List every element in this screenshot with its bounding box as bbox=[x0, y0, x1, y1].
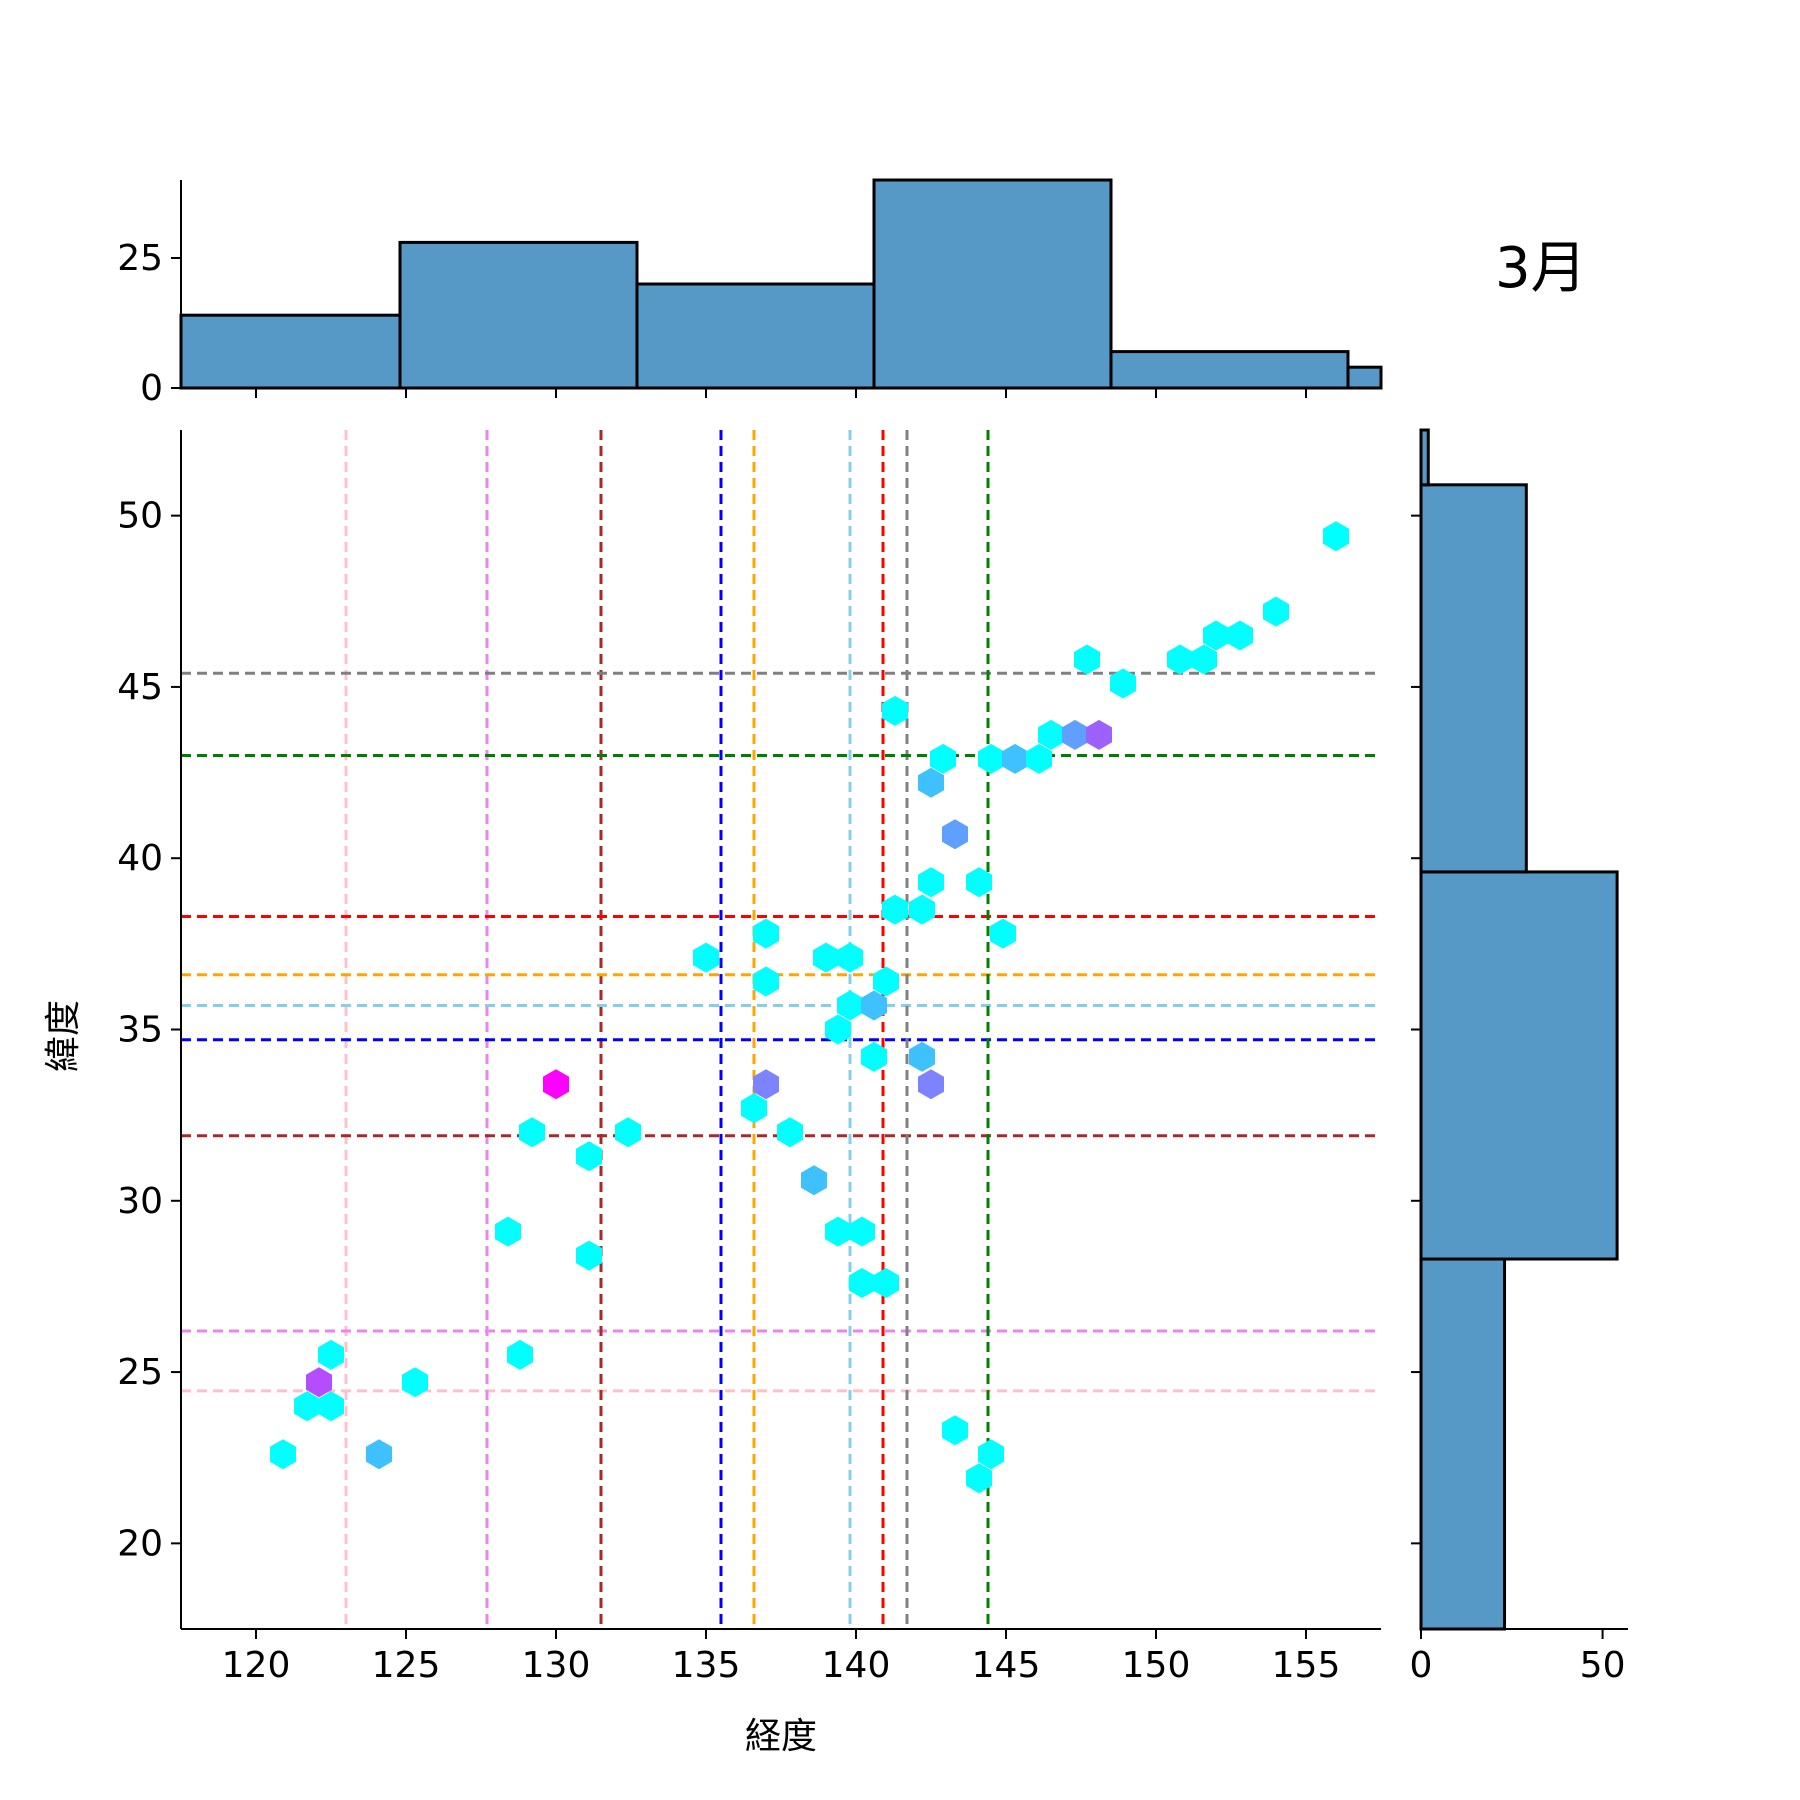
top-hist-bar-5 bbox=[1346, 365, 1383, 390]
hexbin-25 bbox=[837, 990, 863, 1021]
x-tick-label-4: 140 bbox=[822, 1645, 891, 1686]
right-hist-bar-1 bbox=[1419, 870, 1619, 1261]
hexbin-27 bbox=[849, 1268, 875, 1298]
right-hist-x-tick-label-1: 50 bbox=[1580, 1645, 1626, 1686]
hexbin-53 bbox=[1110, 668, 1136, 699]
hexbin-32 bbox=[882, 695, 908, 726]
y-tick-label-3: 35 bbox=[117, 1010, 163, 1051]
hexbin-55 bbox=[1191, 644, 1217, 675]
hexbin-42 bbox=[966, 867, 992, 898]
hexbin-3 bbox=[318, 1391, 344, 1422]
y-tick-label-6: 50 bbox=[117, 496, 163, 537]
hexbin-16 bbox=[753, 918, 779, 949]
hexbin-40 bbox=[942, 819, 968, 850]
x-tick-label-6: 150 bbox=[1122, 1645, 1191, 1686]
x-axis-label: 経度 bbox=[745, 1716, 817, 1757]
hexbin-0 bbox=[270, 1439, 296, 1470]
top-hist-bar-2 bbox=[635, 282, 876, 390]
hexbin-30 bbox=[873, 966, 899, 997]
hexbin-35 bbox=[909, 1041, 935, 1072]
x-tick-label-7: 155 bbox=[1272, 1645, 1341, 1686]
right-hist-x-tick-label-0: 0 bbox=[1410, 1645, 1433, 1686]
top-marginal-histogram: 0 25 bbox=[117, 178, 1383, 409]
y-tick-label-0: 20 bbox=[117, 1523, 163, 1564]
hexbin-20 bbox=[801, 1165, 827, 1196]
hexbin-2 bbox=[306, 1367, 332, 1398]
right-hist-bar-0 bbox=[1419, 1257, 1507, 1631]
hexbin-23 bbox=[825, 1216, 851, 1247]
hexbin-38 bbox=[918, 1069, 944, 1100]
hexbin-45 bbox=[978, 1439, 1004, 1470]
top-hist-bar-0 bbox=[179, 313, 402, 390]
top-hist-bar-1 bbox=[398, 240, 639, 390]
x-tick-label-2: 130 bbox=[522, 1645, 591, 1686]
hexbin-57 bbox=[1227, 620, 1253, 651]
hexbin-19 bbox=[777, 1117, 803, 1148]
right-hist-bar-2 bbox=[1419, 483, 1528, 874]
x-tick-label-5: 145 bbox=[972, 1645, 1041, 1686]
x-tick-label-1: 125 bbox=[372, 1645, 441, 1686]
hexbin-7 bbox=[495, 1216, 521, 1247]
hexbin-41 bbox=[942, 1415, 968, 1446]
hexbin-54 bbox=[1167, 644, 1193, 675]
top-hist-y-tick-label-1: 25 bbox=[117, 238, 163, 279]
hexbin-10 bbox=[543, 1069, 569, 1100]
hexbin-13 bbox=[615, 1117, 641, 1148]
main-hexbin-plot: 120 125 130 135 140 145 150 155 20 25 30 35 40 45 50 bbox=[117, 430, 1381, 1686]
hexbin-14 bbox=[693, 942, 719, 973]
right-hist-bar-3 bbox=[1419, 428, 1430, 487]
hexbin-44 bbox=[978, 743, 1004, 774]
hexbin-17 bbox=[753, 966, 779, 997]
hexbin-22 bbox=[825, 1014, 851, 1045]
y-tick-label-2: 30 bbox=[117, 1181, 163, 1222]
hexbin-9 bbox=[519, 1117, 545, 1148]
hexbin-47 bbox=[1002, 743, 1028, 774]
y-tick-label-5: 45 bbox=[117, 667, 163, 708]
hexbin-4 bbox=[318, 1339, 344, 1370]
hexbin-48 bbox=[1026, 743, 1052, 774]
hexbin-59 bbox=[1323, 521, 1349, 552]
hexbin-33 bbox=[882, 894, 908, 925]
month-annotation: 3月 bbox=[1495, 236, 1587, 301]
hexbin-36 bbox=[918, 767, 944, 798]
hexbin-34 bbox=[909, 894, 935, 925]
hexbin-39 bbox=[930, 743, 956, 774]
hexbin-24 bbox=[837, 942, 863, 973]
hexbin-46 bbox=[990, 918, 1016, 949]
hexbin-31 bbox=[873, 1268, 899, 1298]
hexbin-50 bbox=[1062, 719, 1088, 750]
hexbin-12 bbox=[576, 1240, 602, 1271]
hexbin-1 bbox=[294, 1391, 320, 1422]
hexbin-5 bbox=[366, 1439, 392, 1470]
top-hist-bar-4 bbox=[1109, 350, 1350, 390]
hexbin-29 bbox=[861, 1041, 887, 1072]
hexbin-52 bbox=[1086, 719, 1112, 750]
hexbin-58 bbox=[1263, 596, 1289, 627]
top-hist-bar-3 bbox=[872, 178, 1113, 390]
x-tick-label-0: 120 bbox=[222, 1645, 291, 1686]
hexbin-11 bbox=[576, 1141, 602, 1172]
hexbin-28 bbox=[861, 990, 887, 1021]
x-tick-label-3: 135 bbox=[672, 1645, 741, 1686]
hexbin-21 bbox=[813, 942, 839, 973]
hexbin-49 bbox=[1038, 719, 1064, 750]
hexbin-18 bbox=[753, 1069, 779, 1100]
hexbin-43 bbox=[966, 1463, 992, 1494]
y-tick-label-1: 25 bbox=[117, 1352, 163, 1393]
right-marginal-histogram: 0 50 bbox=[1410, 428, 1628, 1686]
hexbin-51 bbox=[1074, 644, 1100, 675]
y-axis-label: 緯度 bbox=[43, 1000, 84, 1072]
top-hist-y-tick-label-0: 0 bbox=[140, 368, 163, 409]
y-tick-label-4: 40 bbox=[117, 838, 163, 879]
hexbin-26 bbox=[849, 1216, 875, 1247]
hexbin-15 bbox=[741, 1093, 767, 1124]
hexbin-37 bbox=[918, 867, 944, 898]
hexbin-8 bbox=[507, 1339, 533, 1370]
hexbin-56 bbox=[1203, 620, 1229, 651]
hexbin-6 bbox=[402, 1367, 428, 1398]
